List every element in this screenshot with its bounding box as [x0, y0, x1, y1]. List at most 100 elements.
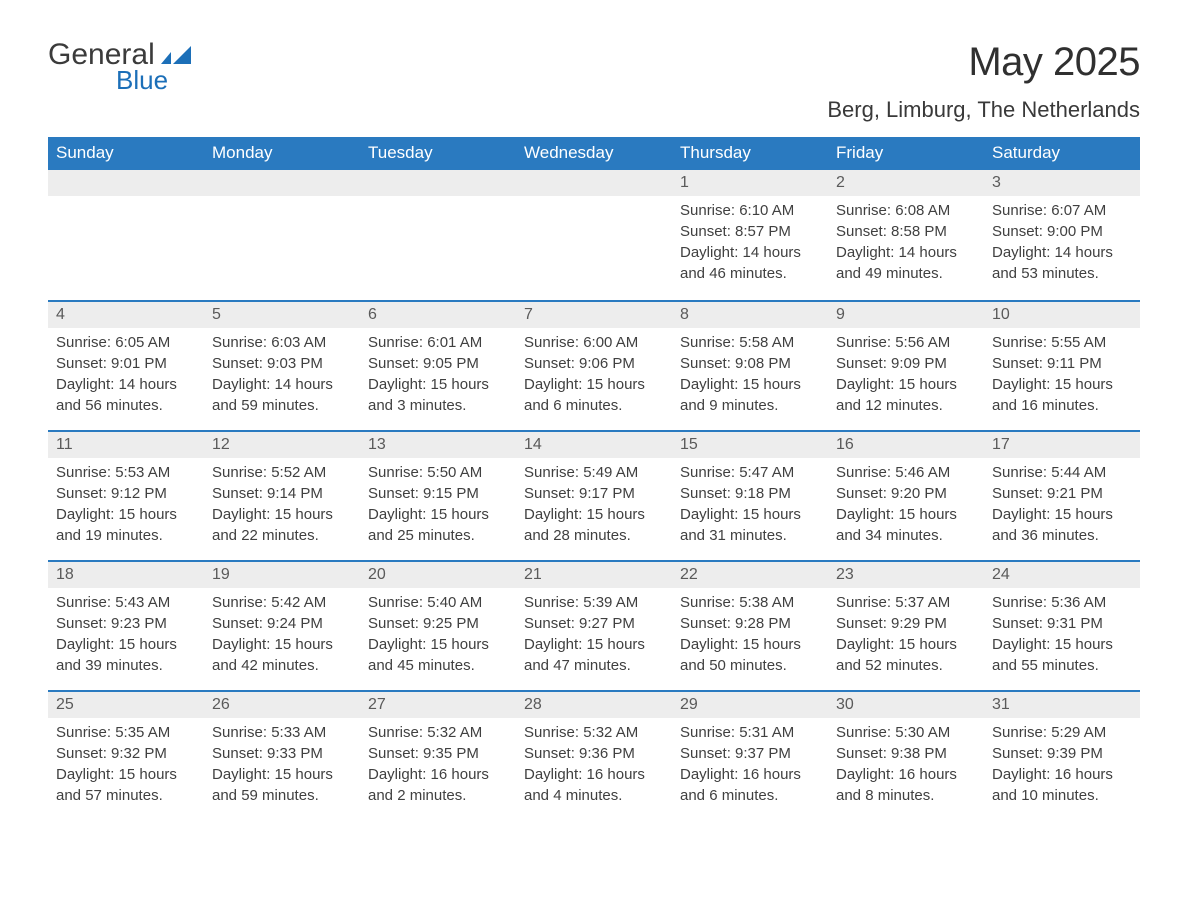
sunset-line: Sunset: 9:21 PM — [992, 483, 1132, 504]
day-number: 18 — [48, 562, 204, 588]
calendar-day: 24Sunrise: 5:36 AMSunset: 9:31 PMDayligh… — [984, 562, 1140, 690]
calendar-day: 9Sunrise: 5:56 AMSunset: 9:09 PMDaylight… — [828, 302, 984, 430]
daylight-line: Daylight: 15 hours and 22 minutes. — [212, 504, 352, 546]
calendar-day: 31Sunrise: 5:29 AMSunset: 9:39 PMDayligh… — [984, 692, 1140, 820]
sunrise-line: Sunrise: 5:49 AM — [524, 462, 664, 483]
header-bar: General Blue May 2025 Berg, Limburg, The… — [48, 40, 1140, 123]
sunset-line: Sunset: 9:11 PM — [992, 353, 1132, 374]
weekday-header: Friday — [828, 137, 984, 170]
sunset-line: Sunset: 9:32 PM — [56, 743, 196, 764]
daylight-line: Daylight: 15 hours and 59 minutes. — [212, 764, 352, 806]
calendar-day: 27Sunrise: 5:32 AMSunset: 9:35 PMDayligh… — [360, 692, 516, 820]
calendar-day: 22Sunrise: 5:38 AMSunset: 9:28 PMDayligh… — [672, 562, 828, 690]
page-title: May 2025 — [827, 40, 1140, 85]
daylight-line: Daylight: 15 hours and 3 minutes. — [368, 374, 508, 416]
sunset-line: Sunset: 9:14 PM — [212, 483, 352, 504]
daylight-line: Daylight: 16 hours and 6 minutes. — [680, 764, 820, 806]
sunrise-line: Sunrise: 5:58 AM — [680, 332, 820, 353]
sunrise-line: Sunrise: 5:55 AM — [992, 332, 1132, 353]
day-number — [48, 170, 204, 196]
calendar-day: 20Sunrise: 5:40 AMSunset: 9:25 PMDayligh… — [360, 562, 516, 690]
day-number: 10 — [984, 302, 1140, 328]
weekday-header: Thursday — [672, 137, 828, 170]
sunrise-line: Sunrise: 6:00 AM — [524, 332, 664, 353]
sunset-line: Sunset: 9:09 PM — [836, 353, 976, 374]
sunset-line: Sunset: 9:20 PM — [836, 483, 976, 504]
calendar-day: 13Sunrise: 5:50 AMSunset: 9:15 PMDayligh… — [360, 432, 516, 560]
calendar-day: 30Sunrise: 5:30 AMSunset: 9:38 PMDayligh… — [828, 692, 984, 820]
sunset-line: Sunset: 9:12 PM — [56, 483, 196, 504]
sunset-line: Sunset: 9:23 PM — [56, 613, 196, 634]
sunrise-line: Sunrise: 5:30 AM — [836, 722, 976, 743]
daylight-line: Daylight: 15 hours and 12 minutes. — [836, 374, 976, 416]
calendar-day — [360, 170, 516, 300]
daylight-line: Daylight: 15 hours and 6 minutes. — [524, 374, 664, 416]
sunrise-line: Sunrise: 5:56 AM — [836, 332, 976, 353]
daylight-line: Daylight: 15 hours and 16 minutes. — [992, 374, 1132, 416]
calendar-day: 18Sunrise: 5:43 AMSunset: 9:23 PMDayligh… — [48, 562, 204, 690]
daylight-line: Daylight: 15 hours and 45 minutes. — [368, 634, 508, 676]
day-number — [516, 170, 672, 196]
daylight-line: Daylight: 14 hours and 59 minutes. — [212, 374, 352, 416]
sunrise-line: Sunrise: 5:50 AM — [368, 462, 508, 483]
calendar-day: 5Sunrise: 6:03 AMSunset: 9:03 PMDaylight… — [204, 302, 360, 430]
day-number: 23 — [828, 562, 984, 588]
day-number — [360, 170, 516, 196]
daylight-line: Daylight: 14 hours and 53 minutes. — [992, 242, 1132, 284]
day-number — [204, 170, 360, 196]
calendar-day: 25Sunrise: 5:35 AMSunset: 9:32 PMDayligh… — [48, 692, 204, 820]
calendar-day: 2Sunrise: 6:08 AMSunset: 8:58 PMDaylight… — [828, 170, 984, 300]
day-number: 29 — [672, 692, 828, 718]
daylight-line: Daylight: 16 hours and 4 minutes. — [524, 764, 664, 806]
sunrise-line: Sunrise: 5:37 AM — [836, 592, 976, 613]
sunrise-line: Sunrise: 5:53 AM — [56, 462, 196, 483]
day-number: 20 — [360, 562, 516, 588]
daylight-line: Daylight: 15 hours and 39 minutes. — [56, 634, 196, 676]
sunset-line: Sunset: 9:27 PM — [524, 613, 664, 634]
calendar-day: 1Sunrise: 6:10 AMSunset: 8:57 PMDaylight… — [672, 170, 828, 300]
calendar-day: 6Sunrise: 6:01 AMSunset: 9:05 PMDaylight… — [360, 302, 516, 430]
daylight-line: Daylight: 15 hours and 9 minutes. — [680, 374, 820, 416]
sunrise-line: Sunrise: 6:08 AM — [836, 200, 976, 221]
sunrise-line: Sunrise: 6:05 AM — [56, 332, 196, 353]
day-number: 14 — [516, 432, 672, 458]
day-number: 24 — [984, 562, 1140, 588]
daylight-line: Daylight: 15 hours and 52 minutes. — [836, 634, 976, 676]
day-number: 28 — [516, 692, 672, 718]
sunset-line: Sunset: 9:05 PM — [368, 353, 508, 374]
calendar-day — [48, 170, 204, 300]
sunset-line: Sunset: 9:38 PM — [836, 743, 976, 764]
sunset-line: Sunset: 9:35 PM — [368, 743, 508, 764]
daylight-line: Daylight: 15 hours and 50 minutes. — [680, 634, 820, 676]
sunset-line: Sunset: 8:57 PM — [680, 221, 820, 242]
day-number: 25 — [48, 692, 204, 718]
sunset-line: Sunset: 9:31 PM — [992, 613, 1132, 634]
day-number: 26 — [204, 692, 360, 718]
daylight-line: Daylight: 15 hours and 55 minutes. — [992, 634, 1132, 676]
day-number: 1 — [672, 170, 828, 196]
sunrise-line: Sunrise: 5:39 AM — [524, 592, 664, 613]
calendar-day: 15Sunrise: 5:47 AMSunset: 9:18 PMDayligh… — [672, 432, 828, 560]
calendar-day: 26Sunrise: 5:33 AMSunset: 9:33 PMDayligh… — [204, 692, 360, 820]
day-number: 3 — [984, 170, 1140, 196]
daylight-line: Daylight: 15 hours and 36 minutes. — [992, 504, 1132, 546]
day-number: 4 — [48, 302, 204, 328]
sunset-line: Sunset: 9:36 PM — [524, 743, 664, 764]
calendar-day — [204, 170, 360, 300]
sunrise-line: Sunrise: 5:47 AM — [680, 462, 820, 483]
calendar-week: 4Sunrise: 6:05 AMSunset: 9:01 PMDaylight… — [48, 300, 1140, 430]
calendar-day: 4Sunrise: 6:05 AMSunset: 9:01 PMDaylight… — [48, 302, 204, 430]
sunset-line: Sunset: 9:24 PM — [212, 613, 352, 634]
day-number: 2 — [828, 170, 984, 196]
calendar-day: 8Sunrise: 5:58 AMSunset: 9:08 PMDaylight… — [672, 302, 828, 430]
sunset-line: Sunset: 9:37 PM — [680, 743, 820, 764]
daylight-line: Daylight: 16 hours and 2 minutes. — [368, 764, 508, 806]
day-number: 17 — [984, 432, 1140, 458]
daylight-line: Daylight: 15 hours and 19 minutes. — [56, 504, 196, 546]
calendar-day: 16Sunrise: 5:46 AMSunset: 9:20 PMDayligh… — [828, 432, 984, 560]
sunrise-line: Sunrise: 6:07 AM — [992, 200, 1132, 221]
weekday-header-row: SundayMondayTuesdayWednesdayThursdayFrid… — [48, 137, 1140, 170]
calendar-day: 19Sunrise: 5:42 AMSunset: 9:24 PMDayligh… — [204, 562, 360, 690]
day-number: 7 — [516, 302, 672, 328]
daylight-line: Daylight: 15 hours and 25 minutes. — [368, 504, 508, 546]
